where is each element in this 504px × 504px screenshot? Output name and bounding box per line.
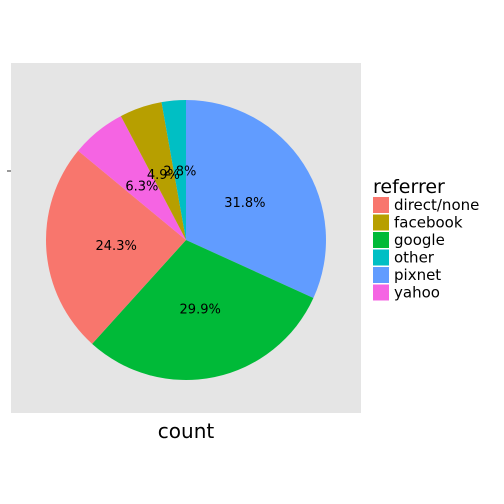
legend-swatch-pixnet bbox=[373, 267, 389, 283]
pie-slice-labels: 31.8% 29.9% 24.3% 6.3%4.9%2.8% bbox=[96, 164, 266, 317]
slice-label-google: 29.9% bbox=[180, 303, 221, 318]
legend-swatch-direct-none bbox=[373, 197, 389, 213]
slice-label-yahoo: 6.3% bbox=[125, 180, 158, 195]
legend-swatch-yahoo bbox=[373, 284, 389, 301]
legend-entry-other: other bbox=[394, 249, 435, 267]
pie-slice-pixnet bbox=[186, 100, 326, 299]
legend-entry-direct-none: direct/none bbox=[394, 196, 479, 214]
slice-label-other: 2.8% bbox=[163, 164, 196, 179]
legend-swatch-google bbox=[373, 232, 389, 248]
pie-slices bbox=[46, 100, 326, 380]
legend-swatch-other bbox=[373, 249, 389, 266]
legend: direct/nonefacebookgoogleotherpixnetyaho… bbox=[373, 196, 479, 302]
legend-entry-pixnet: pixnet bbox=[394, 266, 441, 284]
slice-label-facebook: 4.9% bbox=[147, 168, 180, 183]
pie-slice-other bbox=[161, 100, 186, 240]
legend-title: referrer bbox=[373, 176, 445, 198]
slice-label-direct-none: 24.3% bbox=[96, 239, 137, 254]
legend-entry-facebook: facebook bbox=[394, 214, 463, 232]
pie-slice-facebook bbox=[120, 102, 186, 240]
pie-slice-direct-none bbox=[46, 150, 186, 344]
legend-entry-google: google bbox=[394, 231, 445, 249]
slice-label-pixnet: 31.8% bbox=[224, 196, 265, 211]
pie-slice-google bbox=[92, 240, 314, 380]
pie-slice-yahoo bbox=[78, 116, 186, 240]
x-axis-title: count bbox=[158, 419, 215, 443]
legend-swatch-facebook bbox=[373, 214, 389, 231]
legend-entry-yahoo: yahoo bbox=[394, 284, 440, 302]
